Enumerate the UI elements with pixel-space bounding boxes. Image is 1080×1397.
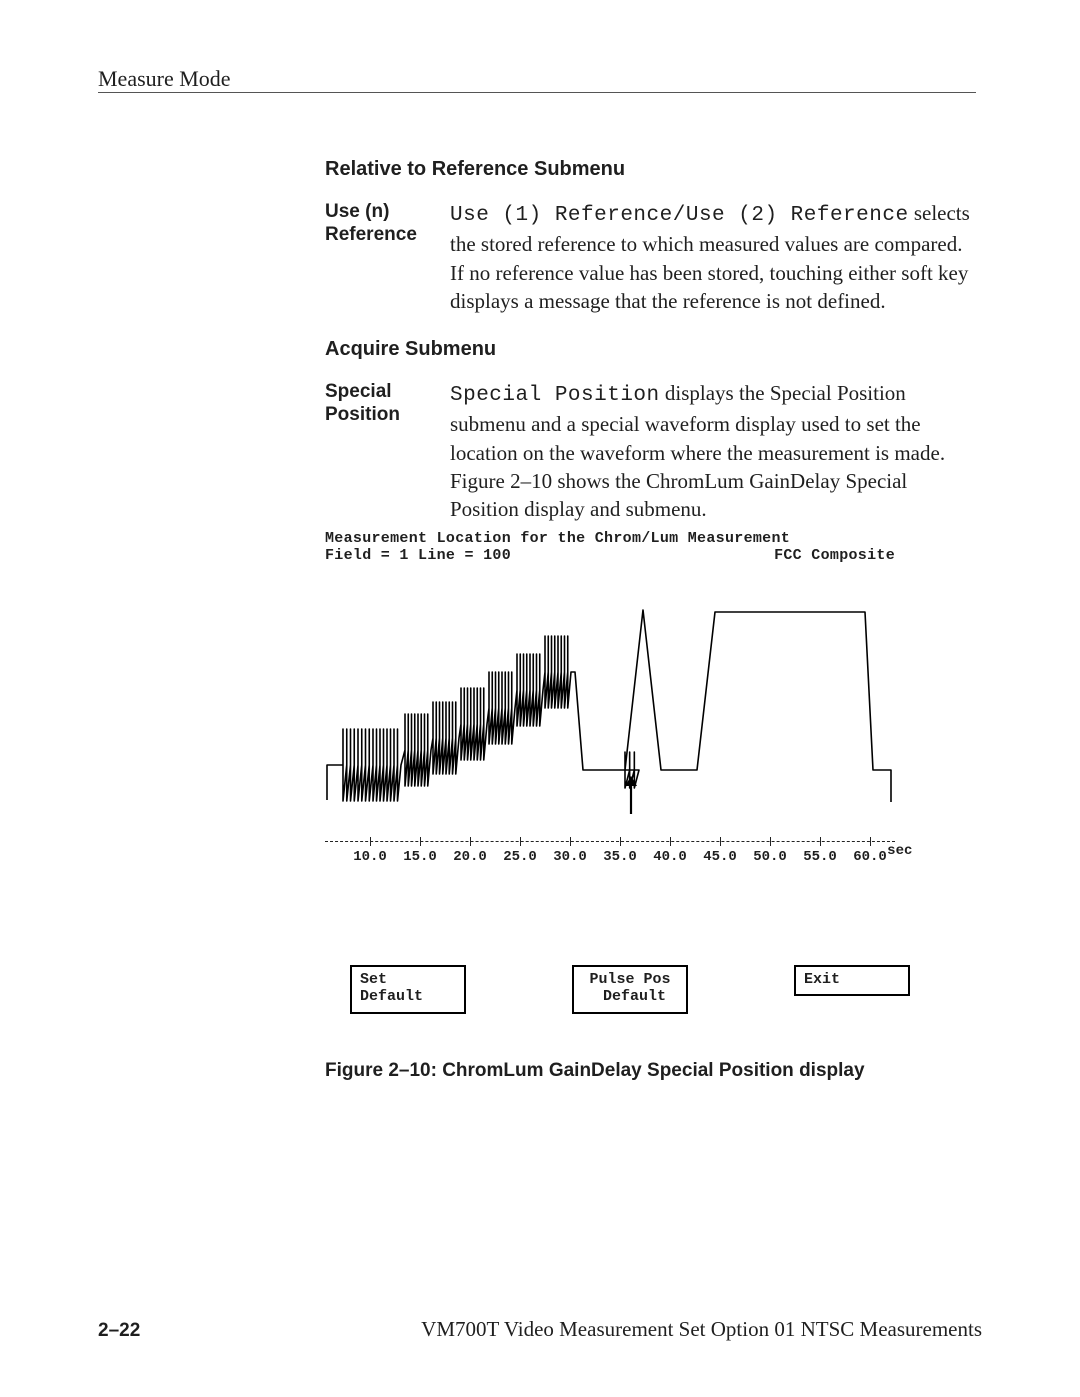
x-tick-label: 20.0 (453, 849, 487, 865)
x-tick (520, 837, 521, 846)
mono-run: Use (1) Reference/Use (2) Reference (450, 204, 909, 227)
figure-chromlum-special-position: Measurement Location for the Chrom/Lum M… (325, 530, 895, 871)
x-tick-label: 55.0 (803, 849, 837, 865)
x-tick (820, 837, 821, 846)
x-tick (420, 837, 421, 846)
page-header-title: Measure Mode (98, 66, 231, 92)
x-tick (870, 837, 871, 846)
x-tick-label: 25.0 (503, 849, 537, 865)
section-heading-relative-to-reference: Relative to Reference Submenu (325, 158, 625, 181)
waveform-trace (327, 610, 891, 802)
figure-title-line1: Measurement Location for the Chrom/Lum M… (325, 530, 895, 547)
figure-caption: Figure 2–10: ChromLum GainDelay Special … (325, 1060, 865, 1082)
x-axis-unit: sec (887, 843, 912, 859)
term-line: Special (325, 381, 392, 402)
figure-title-line2: Field = 1 Line = 100 FCC Composite (325, 547, 895, 564)
def-body-special-position: Special Position displays the Special Po… (450, 379, 970, 524)
x-tick (770, 837, 771, 846)
x-tick-label: 50.0 (753, 849, 787, 865)
section-heading-acquire: Acquire Submenu (325, 338, 496, 361)
x-tick (370, 837, 371, 846)
term-line: Position (325, 404, 400, 425)
softkey-set-default[interactable]: Set Default (350, 965, 466, 1014)
x-axis-labels: sec 10.015.020.025.030.035.040.045.050.0… (325, 849, 895, 871)
x-tick (620, 837, 621, 846)
x-tick-label: 60.0 (853, 849, 887, 865)
waveform-plot (325, 590, 895, 835)
figure-title-field-line: Field = 1 Line = 100 (325, 547, 511, 564)
x-tick-label: 35.0 (603, 849, 637, 865)
softkey-row: Set Default Pulse Pos Default Exit (350, 965, 910, 1014)
x-tick-label: 40.0 (653, 849, 687, 865)
softkey-pulse-pos-default[interactable]: Pulse Pos Default (572, 965, 688, 1014)
header-rule (98, 92, 976, 93)
x-tick-label: 15.0 (403, 849, 437, 865)
term-line: Use (n) (325, 201, 389, 222)
softkey-exit[interactable]: Exit (794, 965, 910, 996)
def-term-use-n-reference: Use (n) Reference (325, 201, 417, 247)
waveform-svg (325, 590, 895, 830)
footer-page-number: 2–22 (98, 1320, 140, 1342)
x-tick-label: 30.0 (553, 849, 587, 865)
x-axis-baseline (325, 841, 895, 842)
def-body-use-n-reference: Use (1) Reference/Use (2) Reference sele… (450, 199, 970, 315)
def-term-special-position: Special Position (325, 381, 400, 427)
x-tick (570, 837, 571, 846)
x-tick-label: 45.0 (703, 849, 737, 865)
footer-doc-title: VM700T Video Measurement Set Option 01 N… (421, 1317, 982, 1342)
x-axis (325, 835, 895, 847)
mono-run: Special Position (450, 384, 660, 407)
x-tick (720, 837, 721, 846)
x-tick-label: 10.0 (353, 849, 387, 865)
term-line: Reference (325, 224, 417, 245)
x-tick (470, 837, 471, 846)
x-tick (670, 837, 671, 846)
figure-title-standard: FCC Composite (774, 547, 895, 564)
